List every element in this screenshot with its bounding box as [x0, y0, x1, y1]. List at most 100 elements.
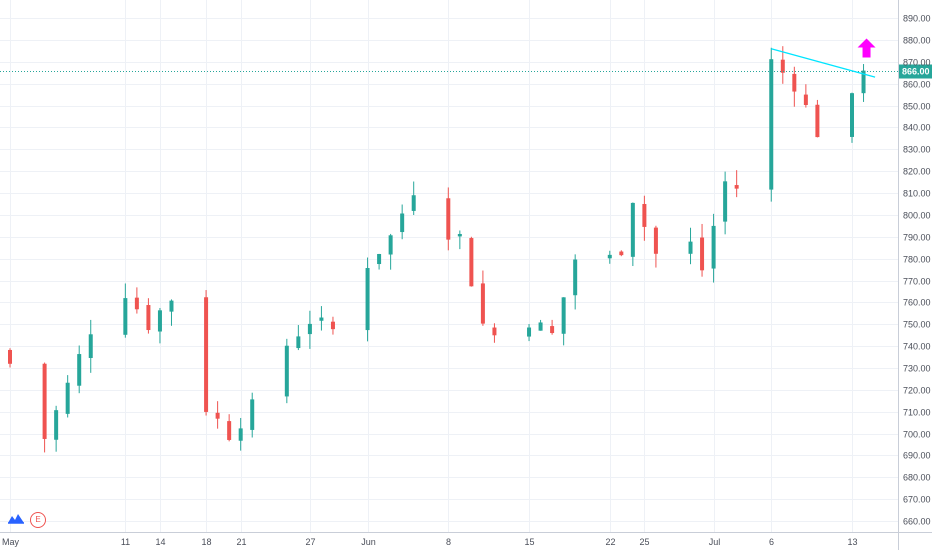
y-tick-label: 880.00: [903, 36, 931, 46]
candle-body: [227, 421, 232, 440]
candle-body: [284, 345, 289, 397]
candle-body: [400, 213, 405, 233]
candle-body: [169, 300, 174, 312]
candle-body: [123, 298, 128, 335]
y-tick-label: 840.00: [903, 123, 931, 133]
candle-body: [319, 317, 324, 321]
candle-body: [700, 237, 705, 271]
candle-body: [157, 310, 162, 332]
y-tick-label: 820.00: [903, 167, 931, 177]
y-tick-label: 680.00: [903, 473, 931, 483]
y-tick-label: 780.00: [903, 255, 931, 265]
y-tick-label: 670.00: [903, 495, 931, 505]
candle-body: [573, 259, 578, 296]
candle-body: [780, 59, 785, 73]
candle-body: [492, 327, 497, 336]
y-tick-label: 720.00: [903, 386, 931, 396]
y-tick-label: 700.00: [903, 430, 931, 440]
y-tick-label: 850.00: [903, 102, 931, 112]
candle-body: [550, 326, 555, 334]
candle-body: [134, 297, 139, 310]
candle-body: [457, 233, 462, 237]
x-tick-label: 22: [605, 537, 615, 547]
candle-body: [204, 297, 209, 412]
x-tick-label: May: [2, 537, 20, 547]
x-tick-label: 18: [201, 537, 211, 547]
x-tick-label: Jul: [709, 537, 721, 547]
y-tick-label: 690.00: [903, 451, 931, 461]
candle-body: [861, 70, 866, 94]
candle-body: [538, 322, 543, 331]
last-price-label: 866.00: [902, 67, 930, 77]
y-tick-label: 760.00: [903, 298, 931, 308]
candle-body: [769, 59, 774, 190]
y-tick-label: 810.00: [903, 189, 931, 199]
y-tick-label: 710.00: [903, 408, 931, 418]
tradingview-logo-icon[interactable]: [6, 510, 26, 528]
candle-body: [815, 104, 820, 138]
candle-body: [330, 321, 335, 330]
candle-body: [803, 94, 808, 105]
candle-body: [480, 283, 485, 324]
candle-body: [850, 93, 854, 137]
earnings-badge-icon[interactable]: E: [30, 512, 46, 528]
up-arrow-marker-icon: [857, 38, 876, 58]
x-tick-label: Jun: [361, 537, 376, 547]
candle-body: [446, 198, 451, 240]
candle-body: [630, 202, 635, 257]
candle-body: [723, 181, 728, 222]
candle-body: [527, 327, 532, 337]
candle-body: [711, 225, 716, 269]
overlays: 866.00: [0, 38, 932, 79]
y-tick-label: 830.00: [903, 145, 931, 155]
x-tick-label: 6: [769, 537, 774, 547]
grid: [0, 0, 898, 532]
x-tick-label: 21: [236, 537, 246, 547]
x-tick-label: 27: [305, 537, 315, 547]
trendline: [771, 48, 876, 78]
y-tick-label: 770.00: [903, 277, 931, 287]
x-tick-label: 25: [639, 537, 649, 547]
candle-body: [296, 336, 301, 349]
candle-body: [469, 238, 474, 287]
y-tick-label: 730.00: [903, 364, 931, 374]
y-tick-label: 750.00: [903, 320, 931, 330]
candle-body: [388, 235, 393, 255]
candle-body: [734, 185, 739, 189]
candle-body: [792, 73, 797, 92]
candle-body: [607, 254, 612, 259]
candle-body: [77, 354, 82, 386]
candle-body: [88, 334, 93, 358]
x-tick-label: 11: [121, 537, 130, 547]
candle-body: [619, 251, 624, 256]
candle-body: [215, 412, 220, 419]
x-tick-label: 13: [847, 537, 857, 547]
candle-body: [8, 349, 12, 364]
candle-body: [146, 305, 151, 331]
candle-body: [688, 241, 693, 254]
x-tick-label: 15: [524, 537, 534, 547]
candles: [8, 46, 866, 453]
candle-body: [642, 203, 647, 227]
candle-body: [250, 399, 255, 430]
y-tick-label: 800.00: [903, 211, 931, 221]
candle-body: [653, 227, 658, 254]
candle-body: [307, 323, 312, 335]
y-tick-label: 870.00: [903, 58, 931, 68]
candle-body: [238, 428, 243, 441]
candle-body: [411, 195, 416, 211]
x-tick-label: 8: [446, 537, 451, 547]
y-tick-label: 790.00: [903, 233, 931, 243]
y-tick-label: 890.00: [903, 14, 931, 24]
candle-body: [377, 253, 382, 265]
candle-body: [65, 382, 70, 414]
candle-body: [54, 410, 59, 440]
candle-body: [365, 268, 370, 331]
y-tick-label: 660.00: [903, 517, 931, 527]
x-tick-label: 14: [155, 537, 165, 547]
candle-body: [561, 297, 566, 334]
y-tick-label: 740.00: [903, 342, 931, 352]
y-tick-label: 860.00: [903, 80, 931, 90]
